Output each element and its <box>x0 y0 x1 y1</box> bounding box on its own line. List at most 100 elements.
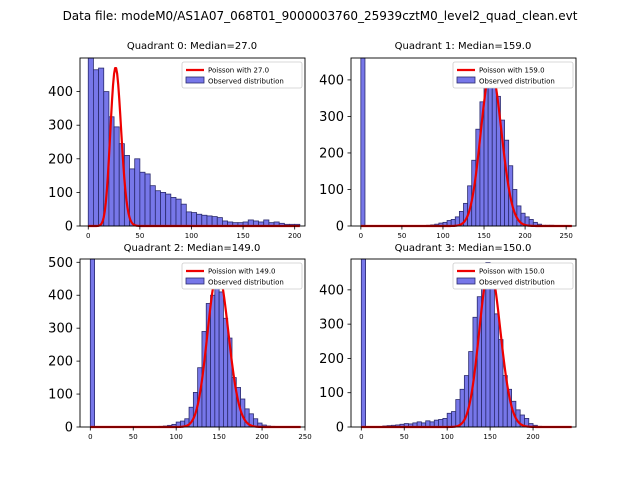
quadrant-1-x-axis: 0 50 100 150 200 250 <box>359 226 573 240</box>
x-tick-label: 100 <box>436 232 449 240</box>
legend-poisson-label: Poission with 149.0 <box>208 268 276 276</box>
quadrant-2-legend: Poission with 149.0 Observed distributio… <box>181 262 303 290</box>
quadrant-2-x-axis: 0 50 100 150 200 250 <box>88 427 312 441</box>
y-tick-label: 0 <box>336 220 344 235</box>
x-tick-label: 250 <box>559 232 572 240</box>
histogram-bar <box>211 216 218 227</box>
y-tick-label: 200 <box>319 352 344 367</box>
histogram-bar <box>489 282 495 428</box>
histogram-bar <box>218 291 224 428</box>
histogram-bar <box>175 198 182 227</box>
y-tick-label: 200 <box>319 146 344 161</box>
x-tick-label: 50 <box>397 232 406 240</box>
quadrant-0-axes-frame <box>79 57 306 227</box>
quadrant-3-title: Quadrant 3: Median=150.0 <box>395 243 532 254</box>
x-tick-label: 50 <box>129 433 138 441</box>
histogram-bar <box>170 197 177 227</box>
histogram-bar <box>134 158 141 227</box>
quadrant-0-legend: Poisson with 27.0 Observed distribution <box>181 61 303 89</box>
y-tick-label: 100 <box>319 183 344 198</box>
quadrant-3-y-axis: 0 100 200 300 400 <box>319 283 351 436</box>
histogram-bar <box>438 419 444 428</box>
histogram-bar <box>360 258 366 428</box>
quadrant-1-title: Quadrant 1: Median=159.0 <box>395 41 532 52</box>
histogram-bar <box>446 412 452 428</box>
legend-observed-label: Observed distribution <box>208 78 284 86</box>
quadrant-0-panel: Quadrant 0: Median=27.0 0 50 100 150 200 0 10… <box>48 41 306 240</box>
histogram-bar <box>455 399 461 428</box>
legend-box <box>181 61 303 89</box>
legend-box <box>452 61 574 89</box>
quadrant-3-x-axis: 0 50 100 150 200 <box>359 427 540 441</box>
x-tick-label: 150 <box>236 232 249 240</box>
y-tick-label: 200 <box>48 152 73 167</box>
histogram-bar <box>191 212 198 227</box>
x-tick-label: 0 <box>359 232 363 240</box>
quadrant-2-y-axis: 0 100 200 300 400 500 <box>48 256 80 436</box>
histogram-bar <box>87 57 94 227</box>
x-tick-label: 0 <box>88 433 92 441</box>
x-tick-label: 200 <box>518 232 531 240</box>
y-tick-label: 400 <box>48 289 73 304</box>
y-tick-label: 400 <box>319 283 344 298</box>
x-tick-label: 200 <box>526 433 539 441</box>
legend-box <box>181 262 303 290</box>
quadrant-0-bars <box>87 57 301 227</box>
legend-box <box>452 262 574 290</box>
legend-poisson-label: Poisson with 159.0 <box>479 67 545 75</box>
histogram-bar <box>165 193 172 227</box>
y-tick-label: 300 <box>48 119 73 134</box>
histogram-bar <box>180 203 187 227</box>
histogram-bar <box>89 258 95 428</box>
y-tick-label: 500 <box>48 256 73 271</box>
histogram-bar <box>451 411 457 428</box>
quadrant-1-y-axis: 0 100 200 300 400 <box>319 73 351 235</box>
histogram-bar <box>149 185 156 227</box>
histogram-bar <box>214 280 220 428</box>
x-tick-label: 200 <box>255 433 268 441</box>
x-tick-label: 250 <box>298 433 311 441</box>
histogram-bar <box>160 191 167 227</box>
x-tick-label: 200 <box>288 232 301 240</box>
histogram-bar <box>154 190 161 227</box>
x-tick-label: 150 <box>483 433 496 441</box>
figure-suptitle: Data file: modeM0/AS1A07_068T01_90000037… <box>63 9 578 23</box>
y-tick-label: 400 <box>48 85 73 100</box>
y-tick-label: 400 <box>319 73 344 88</box>
histogram-bar <box>144 173 151 227</box>
legend-observed-label: Observed distribution <box>208 279 284 287</box>
quadrant-0-x-axis: 0 50 100 150 200 <box>86 226 301 240</box>
quadrant-2-title: Quadrant 2: Median=149.0 <box>124 243 261 254</box>
histogram-bar <box>360 57 366 227</box>
histogram-bar <box>442 418 448 428</box>
y-tick-label: 0 <box>65 421 73 436</box>
histogram-bar <box>93 69 99 227</box>
quadrant-1-poisson-curve <box>360 69 573 228</box>
y-tick-label: 200 <box>48 355 73 370</box>
x-tick-label: 100 <box>440 433 453 441</box>
histogram-bar <box>223 317 229 428</box>
quadrant-3-legend: Poisson with 150.0 Observed distribution <box>452 262 574 290</box>
x-tick-label: 150 <box>212 433 225 441</box>
quadrant-3-bars <box>360 258 543 428</box>
histogram-bar <box>139 171 146 227</box>
y-tick-label: 100 <box>319 386 344 401</box>
histogram-bar <box>113 126 120 227</box>
quadrant-1-axes-frame <box>350 57 577 227</box>
histogram-bar <box>185 211 192 227</box>
quadrant-0-y-axis: 0 100 200 300 400 <box>48 85 80 235</box>
quadrant-0-title: Quadrant 0: Median=27.0 <box>127 41 257 52</box>
histogram-bar <box>487 75 493 227</box>
legend-observed-label: Observed distribution <box>479 78 555 86</box>
x-tick-label: 0 <box>359 433 363 441</box>
y-tick-label: 0 <box>65 220 73 235</box>
y-tick-label: 300 <box>48 322 73 337</box>
histogram-bar <box>216 217 223 227</box>
histogram-bar <box>491 70 497 227</box>
quadrant-3-axes-frame <box>350 258 577 428</box>
legend-observed-swatch <box>185 277 205 285</box>
histogram-bar <box>210 294 216 428</box>
legend-observed-swatch <box>456 76 476 84</box>
y-tick-label: 300 <box>319 110 344 125</box>
